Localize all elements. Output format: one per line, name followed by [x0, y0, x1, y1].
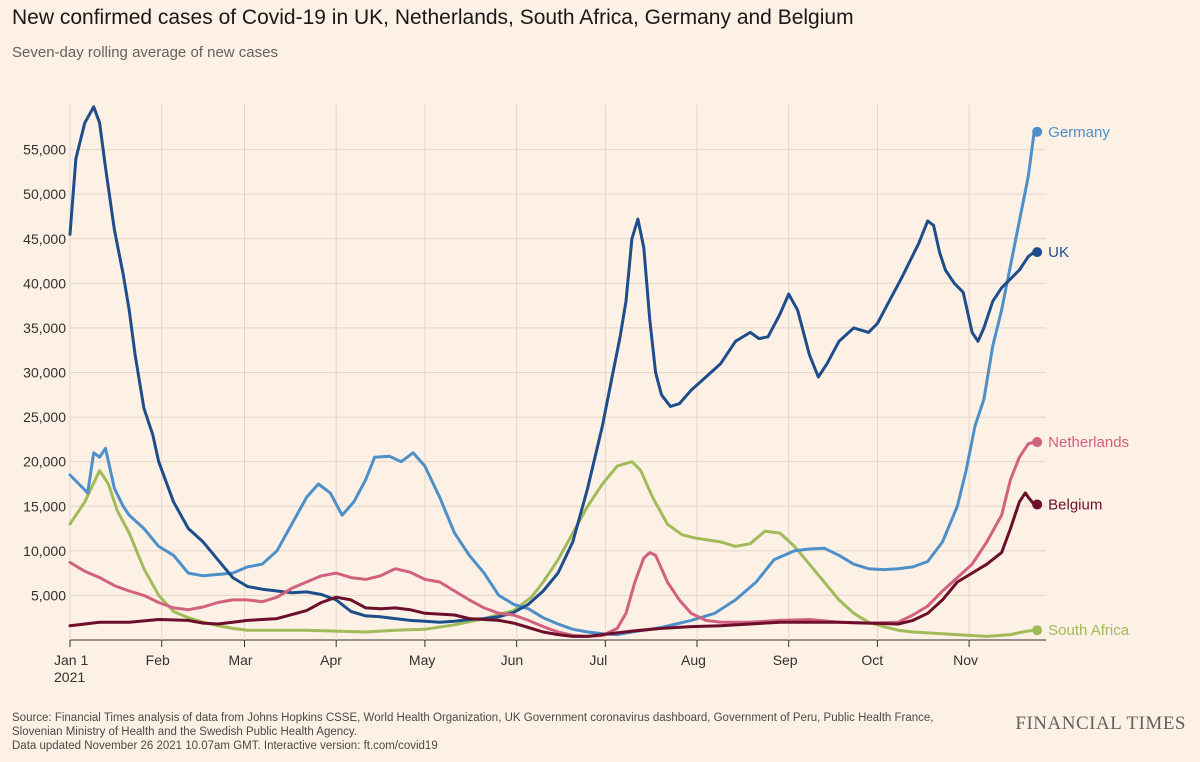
- x-tick-label: Oct: [861, 652, 883, 668]
- gridlines: [69, 105, 1046, 641]
- series-label-uk: UK: [1048, 244, 1069, 261]
- x-tick-label: Nov: [953, 652, 978, 668]
- series-end-marker-uk: [1032, 247, 1043, 258]
- y-tick-label: 10,000: [23, 543, 66, 559]
- series-end-marker-netherlands: [1032, 437, 1043, 448]
- x-tick-label: Aug: [681, 652, 706, 668]
- source-note: Source: Financial Times analysis of data…: [12, 711, 992, 753]
- x-tick-label: Apr: [320, 652, 342, 668]
- series-end-labels: South Africa Germany UK Netherlands Belgium: [1032, 124, 1130, 639]
- y-tick-label: 25,000: [23, 409, 66, 425]
- series-end-marker-south-africa: [1032, 625, 1043, 636]
- x-axis-ticks: [69, 640, 970, 647]
- x-tick-label: Mar: [228, 652, 252, 668]
- x-tick-label: Sep: [773, 652, 798, 668]
- x-tick-sublabel: 2021: [54, 669, 85, 685]
- chart-subtitle: Seven-day rolling average of new cases: [12, 44, 278, 61]
- series-label-germany: Germany: [1048, 124, 1110, 141]
- y-tick-label: 30,000: [23, 365, 66, 381]
- ft-logo-text: FINANCIAL TIMES: [1015, 713, 1186, 734]
- x-tick-label: May: [409, 652, 435, 668]
- series-end-marker-germany: [1032, 126, 1043, 137]
- series-line-south-africa: [68, 460, 1036, 638]
- series-label-south-africa: South Africa: [1048, 622, 1130, 639]
- y-axis-labels: 5,000 10,000 15,000 20,000 25,000 30,000 35,00…: [23, 142, 66, 604]
- series-line-belgium: [68, 491, 1036, 638]
- series-label-netherlands: Netherlands: [1048, 434, 1129, 451]
- y-tick-label: 55,000: [23, 142, 66, 158]
- y-tick-label: 40,000: [23, 275, 66, 291]
- source-line-3: Data updated November 26 2021 10.07am GM…: [12, 740, 438, 752]
- series-line-germany: [68, 130, 1036, 637]
- y-tick-label: 15,000: [23, 498, 66, 514]
- source-line-2: Slovenian Ministry of Health and the Swe…: [12, 726, 357, 738]
- y-tick-label: 50,000: [23, 186, 66, 202]
- series-label-belgium: Belgium: [1048, 496, 1102, 513]
- series-lines: [68, 105, 1036, 638]
- x-tick-label: Feb: [146, 652, 170, 668]
- y-tick-label: 20,000: [23, 454, 66, 470]
- x-tick-label: Jan 1: [54, 652, 88, 668]
- line-chart: 5,000 10,000 15,000 20,000 25,000 30,000 35,00…: [23, 105, 1130, 685]
- series-end-marker-belgium: [1032, 499, 1043, 510]
- x-tick-label: Jul: [589, 652, 607, 668]
- chart-title: New confirmed cases of Covid-19 in UK, N…: [12, 6, 854, 29]
- x-tick-label: Jun: [501, 652, 524, 668]
- series-line-netherlands: [68, 440, 1036, 638]
- y-tick-label: 45,000: [23, 231, 66, 247]
- y-tick-label: 35,000: [23, 320, 66, 336]
- series-line-uk: [68, 105, 1036, 624]
- source-line-1: Source: Financial Times analysis of data…: [12, 712, 934, 724]
- y-tick-label: 5,000: [31, 587, 66, 603]
